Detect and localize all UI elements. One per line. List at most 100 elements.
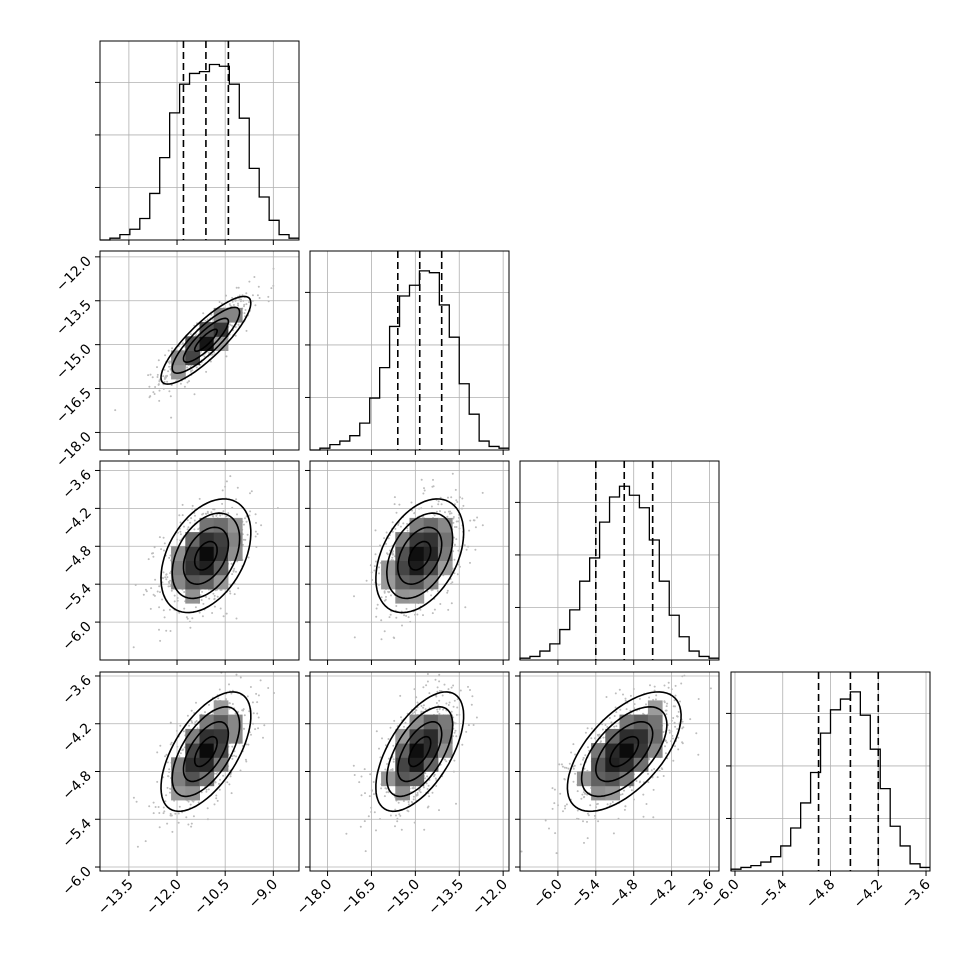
sample-point bbox=[132, 646, 135, 649]
sample-point bbox=[608, 717, 611, 719]
sample-point bbox=[159, 639, 162, 642]
sample-point bbox=[412, 798, 415, 801]
density-cell bbox=[171, 560, 186, 576]
contour-level-4 bbox=[160, 498, 252, 614]
sample-point bbox=[381, 737, 383, 740]
sample-point bbox=[233, 593, 236, 596]
sample-point bbox=[393, 496, 396, 499]
sample-point bbox=[236, 486, 239, 489]
y-tick-label: −3.6 bbox=[59, 467, 94, 502]
sample-point bbox=[476, 516, 479, 519]
contour-level-2 bbox=[397, 526, 443, 586]
sample-point bbox=[680, 682, 683, 685]
sample-point bbox=[190, 517, 193, 520]
sample-point bbox=[391, 553, 394, 556]
sample-point bbox=[257, 694, 260, 697]
sample-point bbox=[457, 520, 460, 523]
sample-point bbox=[395, 616, 398, 619]
x-tick-label: −4.2 bbox=[851, 877, 886, 912]
sample-point bbox=[446, 515, 449, 518]
sample-point bbox=[572, 743, 575, 746]
sample-point bbox=[263, 724, 266, 727]
sample-point bbox=[666, 702, 669, 705]
sample-point bbox=[629, 786, 632, 788]
sample-point bbox=[369, 564, 372, 567]
sample-point bbox=[205, 790, 208, 793]
sample-point bbox=[435, 702, 438, 704]
sample-point bbox=[144, 840, 147, 843]
sample-point bbox=[396, 817, 399, 820]
sample-point bbox=[672, 759, 675, 762]
sample-point bbox=[243, 305, 245, 308]
sample-point bbox=[168, 768, 171, 771]
sample-point bbox=[392, 550, 395, 553]
sample-point bbox=[214, 781, 217, 784]
sample-point bbox=[639, 780, 641, 783]
sample-point bbox=[389, 613, 392, 616]
sample-point bbox=[467, 685, 469, 688]
density-cell bbox=[423, 532, 439, 547]
sample-point bbox=[211, 612, 214, 614]
sample-point bbox=[364, 850, 367, 853]
sample-point bbox=[178, 611, 181, 614]
sample-point bbox=[582, 758, 584, 761]
sample-point bbox=[602, 736, 605, 739]
sample-point bbox=[665, 705, 668, 708]
sample-point bbox=[565, 766, 568, 769]
density-grid bbox=[171, 307, 243, 380]
sample-point bbox=[455, 538, 458, 541]
sample-point bbox=[185, 816, 188, 819]
sample-point bbox=[439, 603, 442, 605]
sample-point bbox=[162, 571, 165, 574]
density-cell bbox=[199, 532, 215, 547]
sample-point bbox=[614, 692, 617, 695]
sample-point bbox=[374, 553, 377, 556]
sample-point bbox=[397, 523, 400, 526]
sample-point bbox=[399, 525, 402, 528]
sample-point bbox=[576, 790, 579, 793]
sample-point bbox=[619, 793, 622, 796]
sample-point bbox=[378, 747, 380, 750]
density-cell bbox=[185, 532, 200, 547]
sample-point bbox=[229, 775, 232, 778]
sample-point bbox=[630, 789, 633, 792]
sample-point bbox=[153, 546, 156, 549]
sample-point bbox=[369, 773, 372, 776]
sample-point bbox=[453, 731, 456, 734]
sample-point bbox=[425, 684, 428, 687]
contours bbox=[160, 295, 252, 385]
sample-point bbox=[415, 709, 418, 712]
sample-point bbox=[623, 808, 626, 811]
sample-point bbox=[389, 726, 392, 729]
sample-point bbox=[463, 544, 466, 547]
sample-point bbox=[272, 267, 275, 270]
sample-point bbox=[183, 525, 185, 528]
sample-point bbox=[689, 718, 692, 721]
sample-point bbox=[132, 796, 135, 799]
density-cell bbox=[185, 560, 200, 576]
density-cell bbox=[185, 546, 200, 561]
sample-point bbox=[426, 788, 429, 790]
sample-point bbox=[564, 805, 567, 807]
sample-point bbox=[399, 814, 402, 817]
sample-point bbox=[153, 594, 156, 597]
sample-point bbox=[555, 852, 558, 855]
sample-point bbox=[590, 737, 593, 740]
sample-point bbox=[246, 695, 249, 698]
sample-point bbox=[391, 530, 394, 533]
sample-point bbox=[202, 312, 205, 315]
sample-point bbox=[238, 297, 241, 300]
contour-level-4 bbox=[375, 691, 465, 813]
sample-point bbox=[453, 536, 455, 539]
sample-point bbox=[239, 676, 242, 679]
sample-point bbox=[422, 492, 425, 495]
sample-point bbox=[163, 549, 165, 552]
sample-point bbox=[619, 708, 622, 711]
density-cell bbox=[619, 757, 635, 772]
sample-point bbox=[231, 296, 234, 299]
sample-point bbox=[467, 724, 470, 727]
sample-point bbox=[392, 744, 395, 747]
contour-level-2 bbox=[182, 721, 230, 783]
sample-point bbox=[368, 795, 371, 798]
sample-point bbox=[159, 744, 162, 747]
